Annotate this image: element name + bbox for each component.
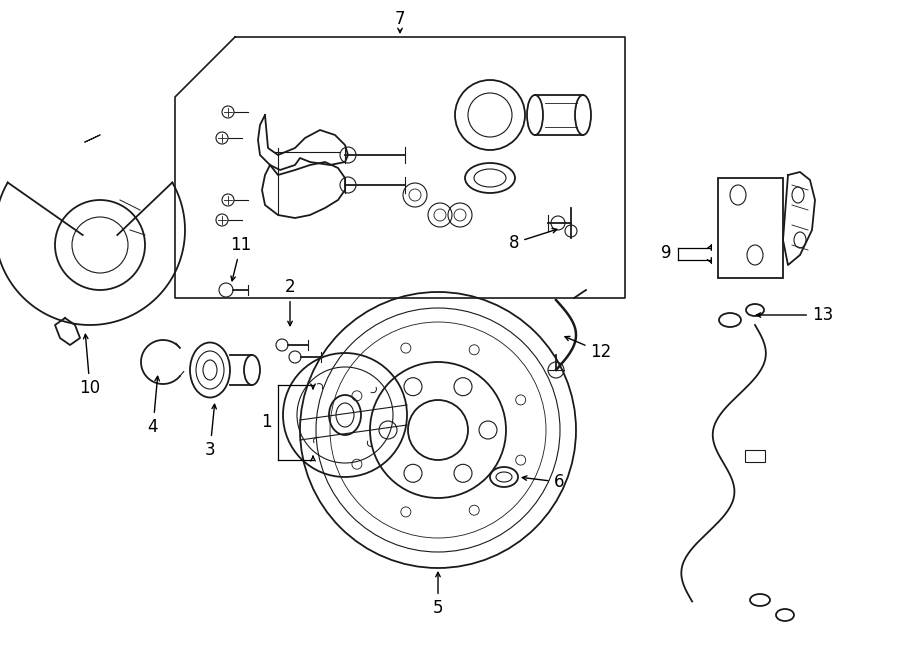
Text: 9: 9: [661, 244, 671, 262]
Text: 13: 13: [756, 306, 833, 324]
Text: 6: 6: [522, 473, 564, 491]
Text: 7: 7: [395, 10, 405, 28]
Text: 5: 5: [433, 572, 443, 617]
Text: 1: 1: [261, 413, 271, 431]
Bar: [745, 450, 765, 462]
Text: 3: 3: [204, 405, 216, 459]
Text: 11: 11: [230, 236, 252, 281]
Text: 2: 2: [284, 278, 295, 326]
Text: 8: 8: [508, 229, 557, 252]
Bar: [718, 178, 783, 278]
Text: 10: 10: [79, 334, 101, 397]
Text: 12: 12: [565, 336, 612, 361]
Text: 4: 4: [148, 376, 159, 436]
